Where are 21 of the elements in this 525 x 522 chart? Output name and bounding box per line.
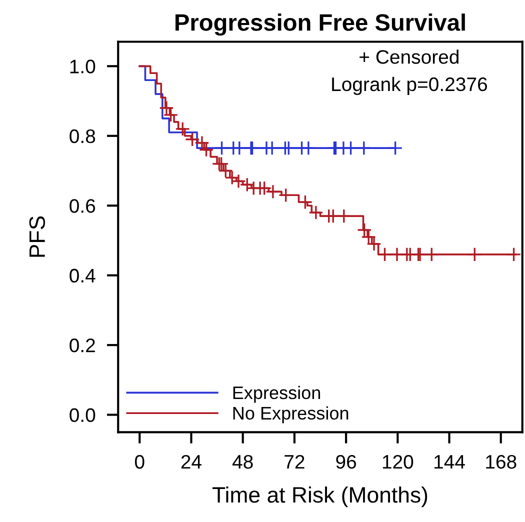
x-axis-title: Time at Risk (Months) xyxy=(212,486,428,508)
legend-label: Expression xyxy=(233,386,320,403)
y-tick-label: 0.2 xyxy=(70,338,95,352)
annotation: + Censored xyxy=(360,50,458,64)
y-tick-label: 0.8 xyxy=(70,129,96,144)
y-tick-label: 0.4 xyxy=(70,268,96,283)
x-tick-label: 96 xyxy=(336,454,356,469)
x-tick-label: 120 xyxy=(382,454,414,469)
x-tick-label: 24 xyxy=(181,454,202,469)
y-tick-label: 1.0 xyxy=(70,60,96,74)
legend-label: No Expression xyxy=(233,406,348,424)
x-tick-label: 0 xyxy=(134,454,144,469)
y-tick-label: 0.0 xyxy=(70,408,96,422)
x-tick-label: 168 xyxy=(486,454,516,469)
y-tick-label: 0.6 xyxy=(70,199,96,213)
chart-title: Progression Free Survival xyxy=(176,14,465,36)
x-tick-label: 48 xyxy=(232,454,253,469)
y-axis-title: PFS xyxy=(29,216,46,257)
annotation: Logrank p=0.2376 xyxy=(332,76,487,96)
x-tick-label: 72 xyxy=(284,454,304,469)
x-tick-label: 144 xyxy=(434,455,465,469)
